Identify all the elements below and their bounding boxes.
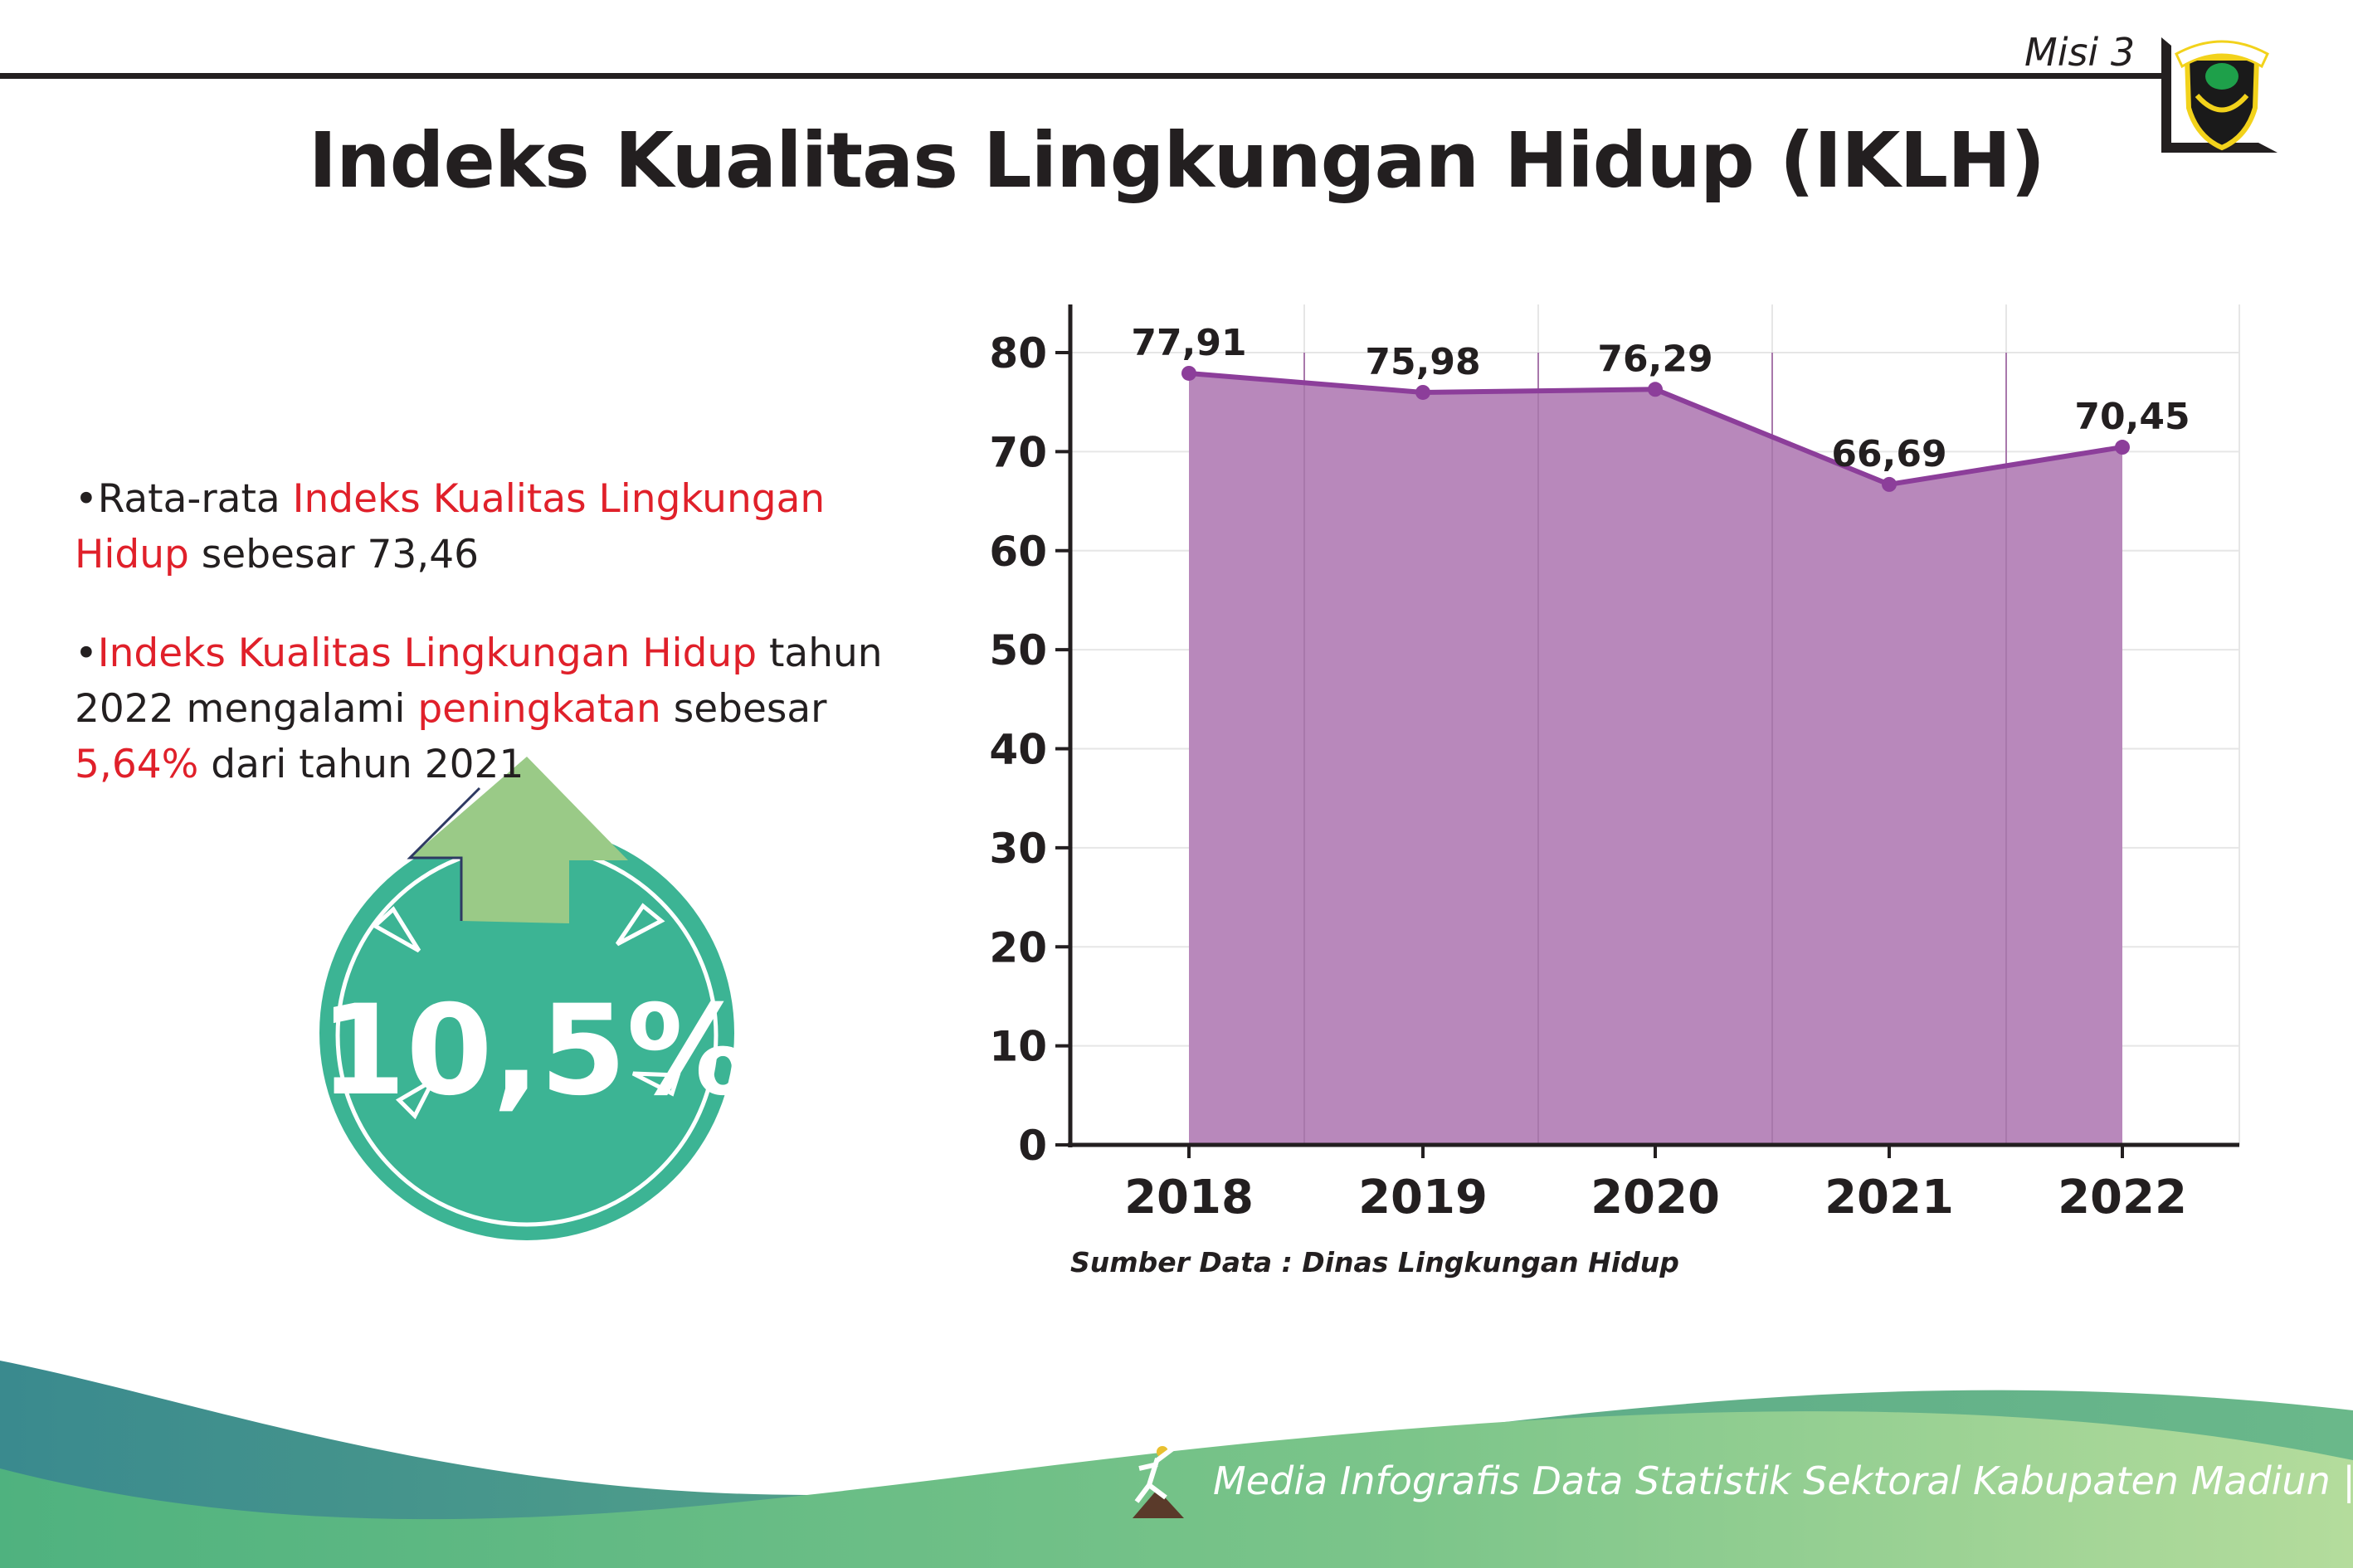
bullet-text: Indeks Kualitas Lingkungan Hidup	[75, 476, 826, 577]
bullet-text: sebesar 73,46	[188, 532, 480, 577]
data-source: Sumber Data : Dinas Lingkungan Hidup	[1070, 1246, 1679, 1278]
footer-runner-icon	[1133, 1445, 1184, 1518]
x-tick-label: 2020	[1591, 1171, 1720, 1225]
y-tick-label: 20	[989, 923, 1047, 971]
data-point-2020	[1648, 382, 1663, 397]
footer-wave-light	[0, 1411, 2353, 1568]
data-point-2019	[1415, 384, 1430, 400]
iklh-chart: 77,91 2018 75,98 2019 76,29 2020 66,69 2021 70,4…	[989, 304, 2240, 1225]
bullet-dot: •	[75, 631, 98, 676]
bullet-text: Indeks Kualitas Lingkungan Hidup	[97, 631, 758, 676]
y-tick-label: 10	[989, 1023, 1047, 1071]
data-label: 76,29	[1597, 338, 1712, 380]
x-tick-label: 2019	[1358, 1171, 1488, 1225]
page-title: Indeks Kualitas Lingkungan Hidup (IKLH)	[308, 116, 2045, 205]
mission-label: Misi 3	[2024, 30, 2136, 75]
bullet-text: peningkatan	[417, 686, 661, 732]
bullet-text: tahun 2022 mengalami	[75, 631, 883, 732]
sparkle-decor	[371, 903, 681, 1120]
arrow-up-icon	[410, 757, 628, 923]
data-point-2021	[1882, 476, 1897, 492]
bullet-text: 5,64%	[75, 742, 199, 787]
x-tick-label: 2021	[1824, 1171, 1954, 1225]
x-tick-label: 2022	[2058, 1171, 2187, 1225]
data-point-2018	[1181, 365, 1196, 381]
data-label: 77,91	[1131, 322, 1246, 364]
badge-value: 10,5%	[319, 979, 752, 1123]
y-tick-label: 50	[989, 626, 1047, 674]
bullet-average: •Rata-rata Indeks Kualitas Lingkungan Hi…	[75, 471, 871, 582]
y-tick-label: 40	[989, 726, 1047, 774]
y-tick-label: 30	[989, 825, 1047, 873]
badge-circle	[319, 825, 734, 1240]
y-tick-label: 0	[1018, 1122, 1047, 1170]
y-tick-label: 80	[989, 329, 1047, 377]
madiun-logo	[2175, 40, 2269, 151]
header-rule	[0, 73, 2164, 79]
data-point-2022	[2115, 440, 2130, 455]
bullet-dot: •	[75, 476, 98, 522]
bullet-text: sebesar	[660, 686, 827, 732]
bullet-increase: •Indeks Kualitas Lingkungan Hidup tahun …	[75, 626, 904, 792]
data-label: 75,98	[1365, 341, 1480, 383]
data-label: 66,69	[1831, 433, 1946, 475]
bullet-text: Rata-rata	[97, 476, 293, 522]
y-tick-label: 70	[989, 428, 1047, 476]
y-tick-label: 60	[989, 528, 1047, 576]
footer-text: Media Infografis Data Statistik Sektoral…	[1213, 1458, 2353, 1503]
bullet-text: dari tahun 2021	[198, 742, 524, 787]
area-fill	[1189, 373, 2122, 1146]
data-label: 70,45	[2074, 396, 2190, 438]
x-tick-label: 2018	[1124, 1171, 1254, 1225]
